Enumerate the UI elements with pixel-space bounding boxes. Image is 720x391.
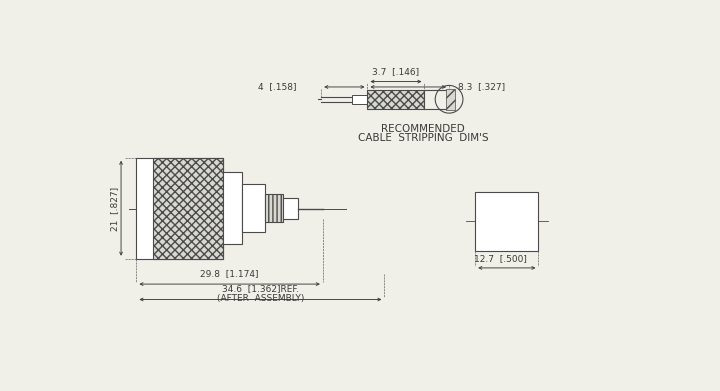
Text: 12.7  [.500]: 12.7 [.500] <box>474 254 526 263</box>
Bar <box>222 172 242 244</box>
Bar <box>265 194 283 222</box>
Bar <box>352 95 367 104</box>
Text: 21  [.827]: 21 [.827] <box>110 187 120 231</box>
Bar <box>137 158 222 259</box>
Text: 3.7  [.146]: 3.7 [.146] <box>372 67 420 76</box>
Text: 8.3  [.327]: 8.3 [.327] <box>457 83 505 91</box>
Bar <box>153 158 222 259</box>
Text: CABLE  STRIPPING  DIM'S: CABLE STRIPPING DIM'S <box>358 133 488 143</box>
Text: 34.6  [1.362]REF.: 34.6 [1.362]REF. <box>222 284 299 293</box>
Text: 29.8  [1.174]: 29.8 [1.174] <box>200 269 259 278</box>
Text: (AFTER  ASSEMBLY): (AFTER ASSEMBLY) <box>217 294 304 303</box>
Bar <box>242 184 265 233</box>
Bar <box>283 198 298 219</box>
Bar <box>367 90 425 109</box>
Bar <box>446 88 455 110</box>
Text: 4  [.158]: 4 [.158] <box>258 83 297 91</box>
Bar <box>475 192 539 251</box>
Text: RECOMMENDED: RECOMMENDED <box>381 124 465 135</box>
